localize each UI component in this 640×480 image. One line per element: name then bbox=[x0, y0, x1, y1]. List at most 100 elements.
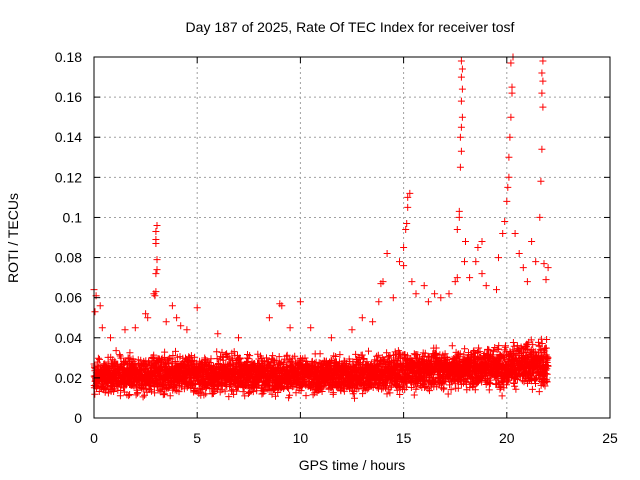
data-point bbox=[384, 353, 392, 361]
data-point bbox=[153, 266, 161, 274]
data-point bbox=[474, 244, 482, 251]
data-point bbox=[389, 294, 397, 302]
data-point bbox=[400, 244, 408, 251]
data-point bbox=[478, 270, 486, 278]
data-point bbox=[396, 258, 403, 266]
chart-title: Day 187 of 2025, Rate Of TEC Index for r… bbox=[186, 19, 515, 35]
data-point bbox=[187, 352, 195, 360]
data-point bbox=[478, 238, 486, 245]
data-point bbox=[131, 324, 139, 332]
data-point bbox=[245, 389, 253, 396]
data-point bbox=[408, 278, 416, 286]
data-point bbox=[94, 354, 102, 362]
data-point bbox=[263, 354, 270, 362]
y-tick-label: 0.18 bbox=[55, 49, 82, 65]
data-point bbox=[412, 290, 420, 298]
data-point bbox=[91, 390, 99, 398]
data-point bbox=[536, 213, 544, 221]
data-point bbox=[348, 326, 356, 334]
data-point bbox=[125, 392, 133, 400]
data-point bbox=[223, 352, 231, 360]
data-point bbox=[493, 286, 500, 294]
data-point bbox=[246, 352, 254, 360]
data-point bbox=[495, 254, 502, 262]
data-point bbox=[505, 173, 513, 181]
data-point bbox=[532, 258, 540, 266]
y-tick-label: 0 bbox=[74, 410, 82, 426]
data-point bbox=[358, 314, 366, 322]
data-point bbox=[456, 163, 464, 171]
data-point bbox=[351, 394, 358, 402]
data-point bbox=[166, 392, 174, 400]
data-point bbox=[241, 392, 249, 400]
data-point bbox=[375, 298, 383, 306]
data-point bbox=[96, 302, 104, 310]
data-point bbox=[116, 351, 124, 359]
data-point bbox=[499, 230, 507, 237]
data-point bbox=[221, 387, 229, 395]
data-point bbox=[455, 213, 463, 221]
y-tick-label: 0.02 bbox=[55, 370, 82, 386]
data-point bbox=[538, 145, 546, 153]
y-tick-label: 0.16 bbox=[55, 89, 82, 105]
data-point bbox=[542, 276, 550, 284]
data-point bbox=[448, 342, 456, 350]
data-point bbox=[515, 250, 523, 257]
data-point bbox=[213, 348, 221, 356]
data-point bbox=[535, 388, 543, 396]
data-point bbox=[148, 387, 155, 395]
y-tick-label: 0.06 bbox=[55, 290, 82, 306]
data-point bbox=[112, 347, 120, 355]
data-point bbox=[457, 57, 465, 65]
data-point bbox=[189, 357, 197, 365]
data-point bbox=[506, 133, 514, 141]
data-point bbox=[540, 260, 548, 268]
data-point bbox=[365, 347, 372, 355]
data-point bbox=[458, 65, 466, 73]
data-point bbox=[200, 391, 208, 399]
y-tick-label: 0.1 bbox=[63, 209, 83, 225]
data-point bbox=[543, 336, 551, 343]
data-point bbox=[466, 274, 474, 282]
data-point bbox=[152, 236, 160, 243]
data-point bbox=[168, 302, 176, 310]
data-point bbox=[197, 386, 205, 394]
data-point bbox=[498, 392, 506, 400]
data-point bbox=[445, 290, 453, 298]
data-point bbox=[152, 270, 160, 278]
data-point bbox=[383, 250, 391, 257]
data-point bbox=[455, 207, 463, 215]
data-point bbox=[539, 57, 547, 65]
data-point bbox=[249, 388, 257, 396]
data-point bbox=[152, 228, 160, 235]
data-point bbox=[307, 324, 315, 332]
data-point bbox=[98, 324, 106, 332]
data-point bbox=[336, 351, 344, 359]
data-point bbox=[131, 361, 139, 369]
data-point bbox=[505, 153, 513, 161]
data-point bbox=[528, 238, 536, 245]
data-point bbox=[508, 83, 516, 91]
data-point bbox=[207, 355, 215, 363]
data-point bbox=[456, 133, 464, 141]
data-point bbox=[161, 390, 169, 398]
data-point bbox=[172, 347, 179, 355]
data-point bbox=[457, 73, 465, 81]
data-point bbox=[269, 352, 277, 360]
data-point bbox=[426, 387, 433, 395]
data-point bbox=[420, 282, 428, 290]
data-point bbox=[193, 304, 201, 312]
data-point bbox=[183, 326, 191, 334]
x-tick-label: 15 bbox=[396, 430, 412, 446]
data-point bbox=[462, 238, 469, 245]
data-point bbox=[507, 113, 515, 121]
data-point bbox=[244, 355, 252, 363]
data-point bbox=[431, 290, 439, 298]
data-point bbox=[519, 264, 527, 272]
data-points bbox=[90, 53, 552, 402]
data-point bbox=[503, 197, 511, 205]
data-point bbox=[139, 393, 147, 401]
data-point bbox=[512, 385, 520, 393]
data-point bbox=[265, 314, 273, 322]
